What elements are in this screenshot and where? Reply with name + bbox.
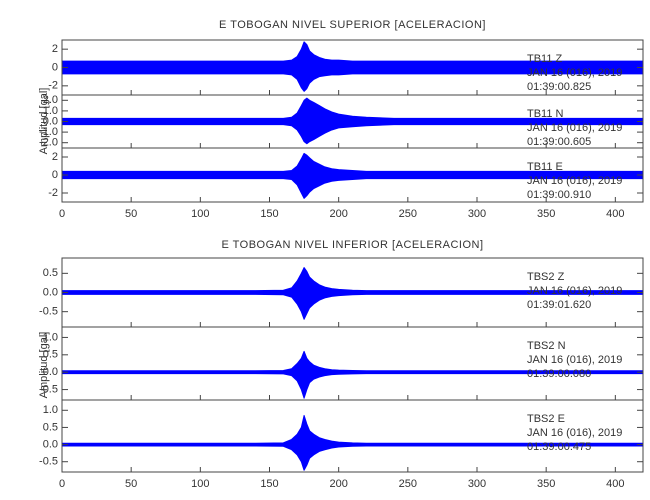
y-tick-label: -2.0: [39, 137, 58, 149]
y-tick-label: 0.5: [43, 421, 58, 433]
y-tick-label: 1.0: [43, 105, 58, 117]
date-label: JAN 16 (016), 2019: [527, 122, 622, 134]
panel-frame: [61, 399, 644, 473]
date-label: JAN 16 (016), 2019: [527, 427, 622, 439]
x-tick-label: 350: [537, 208, 555, 220]
x-tick-label: 150: [260, 478, 278, 490]
y-tick-label: 0.5: [43, 349, 58, 361]
x-tick-label: 50: [125, 208, 137, 220]
y-axis-label: Amplitud [gal]: [38, 88, 50, 155]
y-tick-label: 0.0: [43, 438, 58, 450]
date-label: JAN 16 (016), 2019: [527, 285, 622, 297]
time-label: 01:39:00.910: [527, 189, 591, 201]
x-tick-label: 300: [468, 478, 486, 490]
time-label: 01:39:00.605: [527, 136, 591, 148]
y-tick-label: 2: [52, 151, 58, 163]
station-label: TBS2 Z: [527, 271, 565, 283]
x-tick-label: 300: [468, 208, 486, 220]
y-tick-label: 0.5: [43, 267, 58, 279]
y-tick-label: 0.0: [43, 115, 58, 127]
x-tick-label: 100: [191, 208, 209, 220]
y-tick-label: -0.5: [39, 306, 58, 318]
date-label: JAN 16 (016), 2019: [527, 354, 622, 366]
y-tick-label: -1.0: [39, 126, 58, 138]
x-tick-label: 0: [59, 208, 65, 220]
x-tick-label: 100: [191, 478, 209, 490]
y-tick-label: -2: [48, 80, 58, 92]
station-label: TBS2 E: [527, 413, 565, 425]
chart-title: E TOBOGAN NIVEL INFERIOR [ACELERACION]: [221, 239, 483, 251]
y-axis-label: Amplitud [gal]: [38, 332, 50, 399]
y-tick-label: -0.5: [39, 456, 58, 468]
x-tick-label: 250: [399, 478, 417, 490]
x-tick-label: 400: [606, 478, 624, 490]
date-label: JAN 16 (016), 2019: [527, 67, 622, 79]
time-label: 01:39:00.825: [527, 81, 591, 93]
time-label: 01:39:00.475: [527, 441, 591, 453]
y-tick-label: 1.0: [43, 404, 58, 416]
x-tick-label: 50: [125, 478, 137, 490]
station-label: TB11 Z: [527, 53, 563, 65]
station-label: TBS2 N: [527, 340, 566, 352]
x-tick-label: 200: [329, 208, 347, 220]
y-tick-label: 2: [52, 43, 58, 55]
station-label: TB11 E: [527, 161, 563, 173]
station-label: TB11 N: [527, 108, 564, 120]
y-tick-label: 0: [52, 169, 58, 181]
y-tick-label: 0: [52, 61, 58, 73]
time-label: 01:39:00.080: [527, 368, 591, 380]
y-tick-label: -2: [48, 187, 58, 199]
y-tick-label: 0.0: [43, 286, 58, 298]
x-tick-label: 150: [260, 208, 278, 220]
x-tick-label: 200: [329, 478, 347, 490]
y-tick-label: 0.0: [43, 366, 58, 378]
x-tick-label: 400: [606, 208, 624, 220]
date-label: JAN 16 (016), 2019: [527, 175, 622, 187]
y-tick-label: 1.0: [43, 331, 58, 343]
time-label: 01:39:01.620: [527, 299, 591, 311]
x-tick-label: 250: [399, 208, 417, 220]
y-tick-label: -0.5: [39, 383, 58, 395]
chart-title: E TOBOGAN NIVEL SUPERIOR [ACELERACION]: [219, 19, 486, 31]
y-tick-label: 2.0: [43, 94, 58, 106]
x-tick-label: 350: [537, 478, 555, 490]
x-tick-label: 0: [59, 478, 65, 490]
